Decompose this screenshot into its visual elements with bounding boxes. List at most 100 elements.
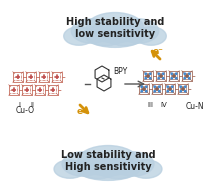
Text: II: II bbox=[30, 102, 34, 108]
Circle shape bbox=[24, 91, 25, 93]
Bar bbox=[11, 87, 17, 93]
Ellipse shape bbox=[89, 30, 141, 47]
Circle shape bbox=[169, 88, 171, 90]
Ellipse shape bbox=[86, 12, 144, 43]
Circle shape bbox=[42, 87, 43, 88]
Circle shape bbox=[50, 87, 52, 88]
Circle shape bbox=[160, 75, 162, 77]
Circle shape bbox=[143, 88, 145, 90]
Ellipse shape bbox=[130, 160, 162, 178]
Circle shape bbox=[28, 91, 30, 93]
Bar bbox=[54, 74, 60, 80]
Bar bbox=[152, 84, 162, 94]
Circle shape bbox=[147, 75, 149, 77]
Circle shape bbox=[50, 91, 52, 93]
Circle shape bbox=[146, 91, 147, 92]
Circle shape bbox=[17, 76, 19, 78]
Bar bbox=[26, 72, 36, 82]
Circle shape bbox=[55, 87, 56, 88]
Circle shape bbox=[167, 91, 168, 92]
Bar bbox=[167, 86, 173, 92]
Circle shape bbox=[162, 77, 164, 79]
Bar bbox=[180, 86, 186, 92]
Bar bbox=[139, 84, 149, 94]
Circle shape bbox=[167, 86, 168, 88]
Bar bbox=[178, 84, 188, 94]
Ellipse shape bbox=[96, 158, 140, 179]
Bar bbox=[165, 84, 175, 94]
Ellipse shape bbox=[54, 160, 86, 178]
Circle shape bbox=[26, 89, 28, 91]
Bar bbox=[141, 86, 147, 92]
Circle shape bbox=[175, 77, 177, 79]
Circle shape bbox=[28, 87, 30, 88]
Circle shape bbox=[173, 75, 175, 77]
Bar bbox=[35, 85, 45, 95]
Circle shape bbox=[13, 89, 15, 91]
Bar bbox=[39, 72, 49, 82]
Circle shape bbox=[37, 87, 39, 88]
Circle shape bbox=[180, 91, 181, 92]
Circle shape bbox=[41, 74, 43, 75]
Bar bbox=[15, 74, 21, 80]
Bar bbox=[145, 73, 151, 79]
Circle shape bbox=[171, 73, 172, 74]
Circle shape bbox=[186, 75, 188, 77]
Circle shape bbox=[145, 73, 146, 74]
Circle shape bbox=[55, 91, 56, 93]
Bar bbox=[158, 73, 164, 79]
Bar bbox=[143, 71, 153, 81]
Circle shape bbox=[54, 78, 55, 80]
Bar bbox=[182, 71, 192, 81]
Bar bbox=[28, 74, 34, 80]
Bar bbox=[156, 71, 166, 81]
Circle shape bbox=[46, 74, 47, 75]
Circle shape bbox=[145, 77, 146, 79]
Bar bbox=[184, 73, 190, 79]
Circle shape bbox=[16, 91, 17, 93]
Circle shape bbox=[43, 76, 45, 78]
Circle shape bbox=[58, 78, 60, 80]
Text: IV: IV bbox=[161, 102, 167, 108]
FancyArrowPatch shape bbox=[80, 105, 88, 113]
Circle shape bbox=[33, 78, 34, 80]
Bar bbox=[169, 71, 179, 81]
Circle shape bbox=[154, 91, 156, 92]
Circle shape bbox=[37, 91, 39, 93]
Circle shape bbox=[158, 73, 159, 74]
Circle shape bbox=[171, 77, 172, 79]
Text: I: I bbox=[18, 102, 20, 108]
Circle shape bbox=[56, 76, 58, 78]
Bar bbox=[48, 85, 58, 95]
Circle shape bbox=[28, 78, 30, 80]
Text: e⁻: e⁻ bbox=[77, 108, 88, 116]
Circle shape bbox=[11, 91, 12, 93]
Ellipse shape bbox=[62, 152, 104, 176]
Circle shape bbox=[184, 73, 186, 74]
Circle shape bbox=[146, 86, 147, 88]
Circle shape bbox=[19, 74, 21, 75]
Circle shape bbox=[30, 76, 32, 78]
Circle shape bbox=[16, 87, 17, 88]
Circle shape bbox=[184, 91, 186, 92]
Bar bbox=[37, 87, 43, 93]
Bar bbox=[50, 87, 56, 93]
Ellipse shape bbox=[136, 27, 166, 45]
Text: e⁻: e⁻ bbox=[153, 47, 163, 57]
Circle shape bbox=[159, 91, 160, 92]
Ellipse shape bbox=[119, 19, 159, 43]
Bar bbox=[171, 73, 177, 79]
Circle shape bbox=[189, 77, 190, 79]
Bar bbox=[52, 72, 62, 82]
Ellipse shape bbox=[64, 27, 94, 45]
Ellipse shape bbox=[76, 158, 120, 179]
Circle shape bbox=[11, 87, 12, 88]
Circle shape bbox=[156, 88, 158, 90]
Circle shape bbox=[175, 73, 177, 74]
Circle shape bbox=[19, 78, 21, 80]
Circle shape bbox=[158, 77, 159, 79]
Ellipse shape bbox=[71, 19, 111, 43]
Circle shape bbox=[182, 88, 184, 90]
Circle shape bbox=[54, 74, 55, 75]
Bar bbox=[154, 86, 160, 92]
